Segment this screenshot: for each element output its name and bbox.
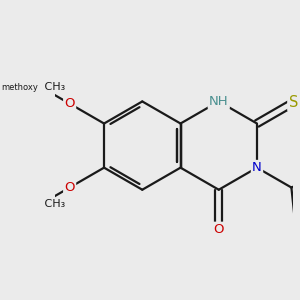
Text: O: O — [64, 97, 75, 110]
Text: CH₃: CH₃ — [41, 199, 65, 209]
Text: CH₃: CH₃ — [41, 82, 65, 92]
Text: NH: NH — [209, 95, 229, 108]
Text: methoxy: methoxy — [2, 82, 38, 91]
Text: S: S — [289, 95, 298, 110]
Text: O: O — [64, 181, 75, 194]
Text: O: O — [214, 223, 224, 236]
Text: N: N — [252, 161, 262, 174]
